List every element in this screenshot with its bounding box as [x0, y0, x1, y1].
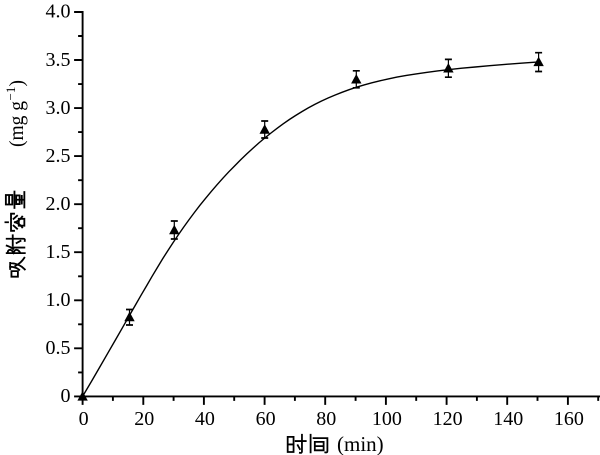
svg-text:2.5: 2.5 — [46, 145, 71, 167]
svg-text:40: 40 — [195, 408, 215, 430]
svg-text:1.5: 1.5 — [46, 241, 71, 263]
svg-text:140: 140 — [493, 408, 523, 430]
svg-text:0.5: 0.5 — [46, 337, 71, 359]
svg-text:3.0: 3.0 — [46, 97, 71, 119]
svg-text:(min): (min) — [337, 432, 384, 455]
svg-text:160: 160 — [554, 408, 584, 430]
svg-text:0: 0 — [61, 385, 71, 407]
svg-text:−1: −1 — [3, 87, 18, 101]
svg-text:80: 80 — [316, 408, 336, 430]
svg-text:4.0: 4.0 — [46, 1, 71, 23]
svg-text:2.0: 2.0 — [46, 193, 71, 215]
svg-text:0: 0 — [79, 408, 89, 430]
svg-text:20: 20 — [134, 408, 154, 430]
svg-text:(mg g: (mg g — [7, 101, 28, 147]
svg-text:3.5: 3.5 — [46, 49, 71, 71]
svg-text:): ) — [7, 80, 28, 87]
svg-text:60: 60 — [256, 408, 276, 430]
svg-text:120: 120 — [433, 408, 463, 430]
svg-text:100: 100 — [372, 408, 402, 430]
svg-text:1.0: 1.0 — [46, 289, 71, 311]
